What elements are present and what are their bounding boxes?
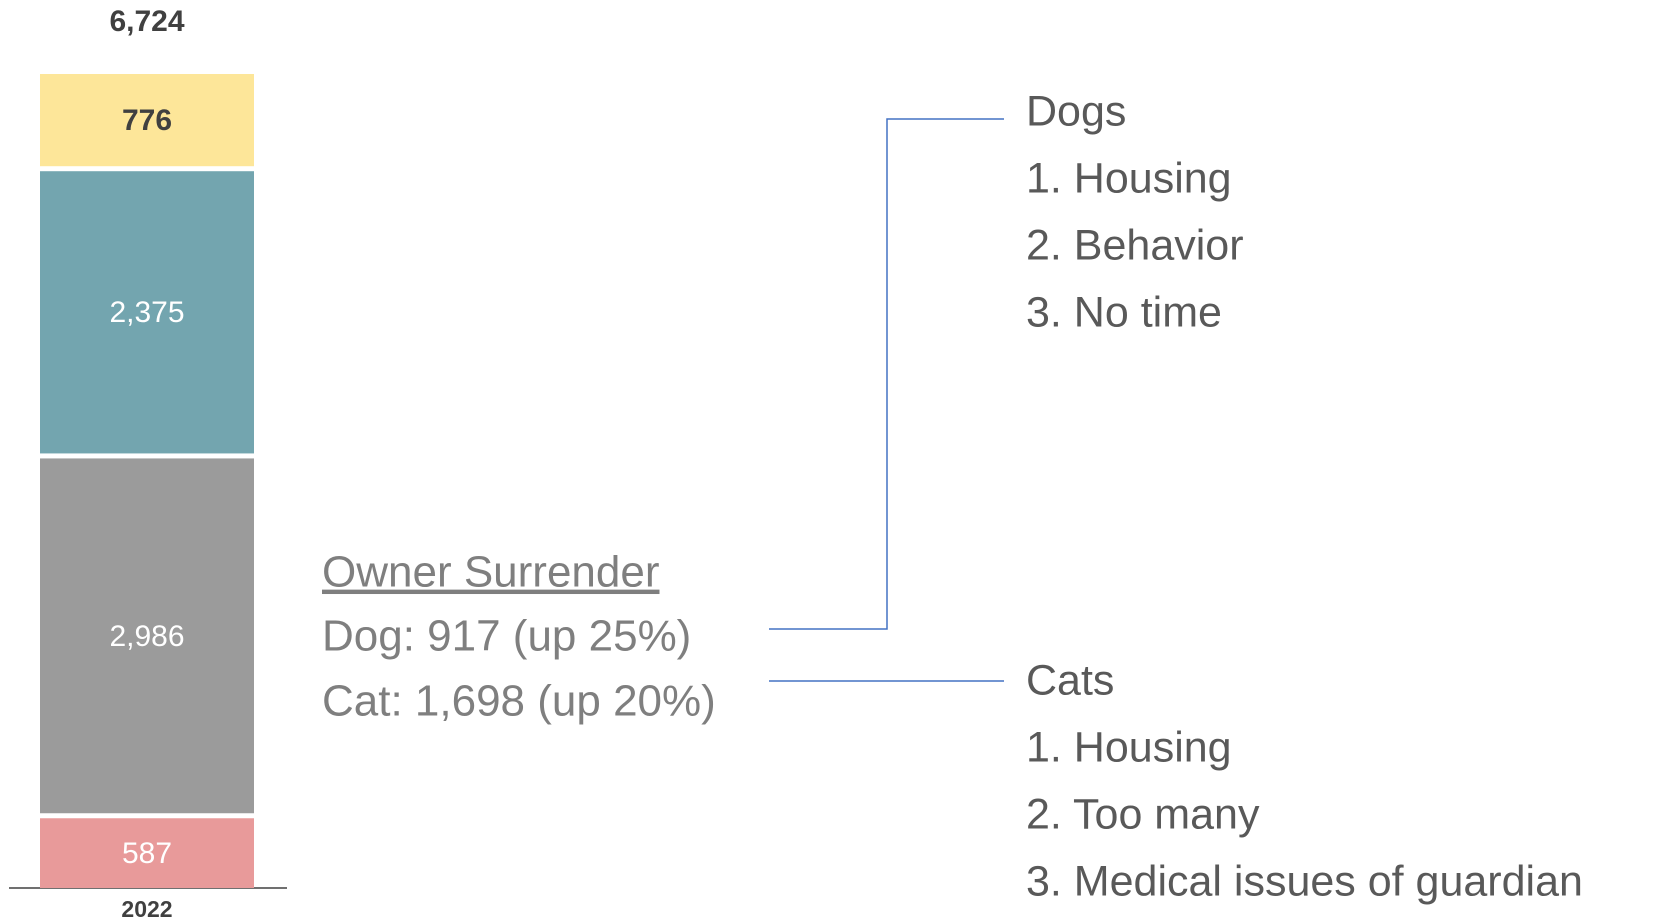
- data-label: 2,986: [109, 620, 184, 653]
- dogs-item: 1. Housing: [1026, 154, 1232, 202]
- data-label: 2,375: [109, 296, 184, 329]
- summary-heading: Owner Surrender: [322, 548, 659, 597]
- cats-item: 2. Too many: [1026, 790, 1260, 838]
- dogs-item: 2. Behavior: [1026, 221, 1244, 269]
- bar-segment: [40, 171, 254, 454]
- summary-line: Cat: 1,698 (up 20%): [322, 677, 716, 726]
- bar-segment: [40, 458, 254, 814]
- connector: [769, 118, 1004, 630]
- dogs-item: 3. No time: [1026, 288, 1222, 336]
- x-tick-label: 2022: [121, 896, 172, 919]
- cats-item: 3. Medical issues of guardian: [1026, 857, 1583, 905]
- data-label: 587: [122, 837, 172, 870]
- bar-segment: [40, 818, 254, 888]
- summary-line: Dog: 917 (up 25%): [322, 612, 691, 661]
- total-label: 6,724: [109, 5, 184, 38]
- cats-heading: Cats: [1026, 656, 1114, 704]
- bar-segment: [40, 74, 254, 167]
- dogs-heading: Dogs: [1026, 87, 1126, 135]
- data-label: 776: [122, 104, 172, 137]
- cats-item: 1. Housing: [1026, 723, 1232, 771]
